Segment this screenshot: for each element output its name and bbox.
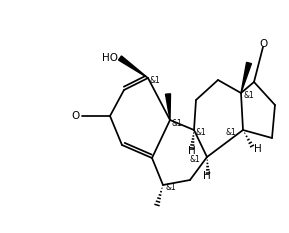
Text: &1: &1 <box>165 183 176 192</box>
Text: HO: HO <box>102 53 118 63</box>
Text: &1: &1 <box>196 128 207 137</box>
Polygon shape <box>166 94 171 120</box>
Polygon shape <box>241 62 251 93</box>
Text: &1: &1 <box>189 155 200 164</box>
Text: O: O <box>72 111 80 121</box>
Text: &1: &1 <box>172 119 183 128</box>
Text: H: H <box>203 171 211 181</box>
Text: &1: &1 <box>150 76 161 85</box>
Text: H: H <box>188 146 196 156</box>
Text: O: O <box>259 39 267 49</box>
Text: &1: &1 <box>243 91 254 100</box>
Text: H: H <box>254 144 262 154</box>
Text: &1: &1 <box>225 128 236 137</box>
Polygon shape <box>118 56 148 78</box>
